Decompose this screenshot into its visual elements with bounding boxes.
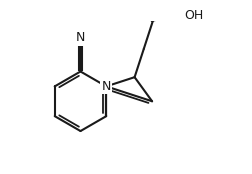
Text: N: N (102, 80, 111, 93)
Text: O: O (131, 0, 141, 3)
Text: OH: OH (184, 9, 204, 22)
Text: N: N (76, 31, 85, 44)
